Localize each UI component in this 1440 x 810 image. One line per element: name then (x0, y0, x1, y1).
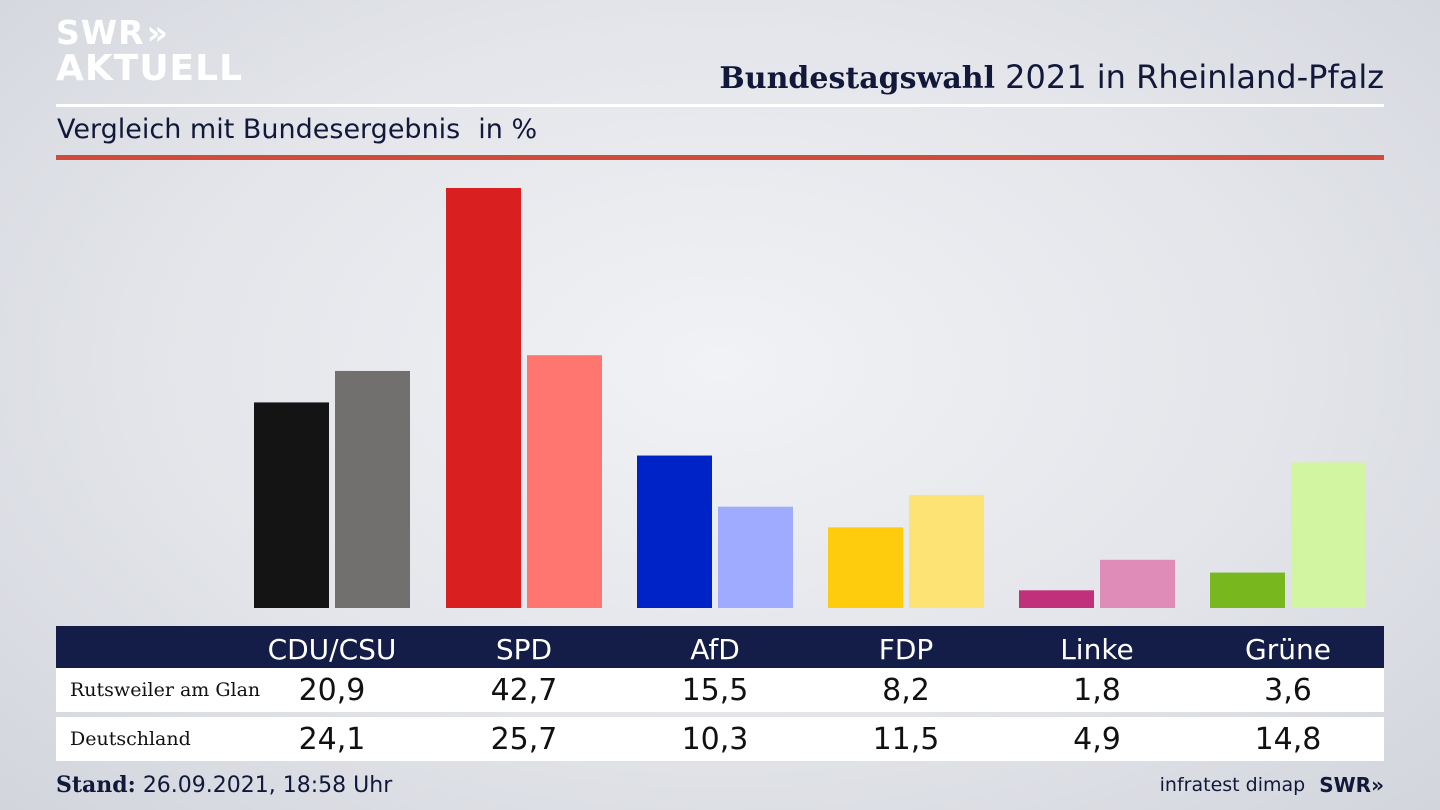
subtitle-text: Vergleich mit Bundesergebnis (57, 114, 461, 145)
table-header: CDU/CSU SPD AfD FDP Linke Grüne (56, 626, 1384, 668)
bar-cducsu-national (335, 370, 410, 608)
table-row-local: Rutsweiler am Glan 20,9 42,7 15,5 8,2 1,8 3,6 (56, 668, 1384, 712)
column-header: Linke (1060, 632, 1134, 666)
column-header: Grüne (1245, 632, 1331, 666)
bar-fdp-national (909, 494, 984, 608)
value-cell: 24,1 (298, 721, 366, 757)
bar-afd-national (718, 506, 793, 608)
header-divider (56, 104, 1384, 107)
value-cell: 10,3 (681, 721, 749, 757)
bar-linke-national (1100, 559, 1175, 608)
logo-swr-text: SWR (56, 13, 145, 52)
value-cell: 1,8 (1073, 672, 1121, 708)
column-header: SPD (495, 632, 553, 666)
chart-subtitle: Vergleich mit Bundesergebnis in % (57, 114, 537, 145)
bar-fdp-local (828, 527, 903, 608)
title-rest: 2021 in Rheinland-Pfalz (1005, 58, 1384, 96)
swr-logo: SWR» (1319, 773, 1384, 797)
logo-chevron-icon: » (146, 13, 169, 52)
stand-value: 26.09.2021, 18:58 Uhr (142, 773, 393, 798)
value-cell: 20,9 (298, 672, 366, 708)
row-label: Rutsweiler am Glan (70, 679, 261, 701)
stand-label: Stand: (56, 772, 136, 798)
value-cell: 4,9 (1073, 721, 1121, 757)
page-title: Bundestagswahl 2021 in Rheinland-Pfalz (719, 58, 1384, 96)
bar-cducsu-local (254, 402, 329, 608)
row-label: Deutschland (70, 728, 191, 750)
column-header: CDU/CSU (267, 632, 397, 666)
swr-logo-text: SWR (1319, 773, 1372, 797)
bar-grne-national (1291, 462, 1366, 608)
source-credit: infratest dimap SWR» (1160, 773, 1384, 797)
timestamp: Stand: 26.09.2021, 18:58 Uhr (56, 772, 392, 798)
value-cell: 42,7 (490, 672, 558, 708)
bar-spd-local (446, 188, 521, 608)
value-cell: 15,5 (681, 672, 749, 708)
bar-grne-local (1210, 572, 1285, 608)
accent-divider (56, 155, 1384, 160)
bar-chart (254, 188, 1366, 608)
bar-afd-local (637, 455, 712, 608)
table-row-national: Deutschland 24,1 25,7 10,3 11,5 4,9 14,8 (56, 717, 1384, 761)
column-header: FDP (878, 632, 934, 666)
value-cell: 14,8 (1254, 721, 1322, 757)
column-header: AfD (690, 632, 740, 666)
bar-linke-local (1019, 590, 1094, 608)
value-cell: 25,7 (490, 721, 558, 757)
bar-spd-national (527, 355, 602, 608)
source-text: infratest dimap (1159, 774, 1306, 796)
value-cell: 8,2 (882, 672, 930, 708)
subtitle-unit: in % (478, 114, 538, 145)
results-table: CDU/CSU SPD AfD FDP Linke Grüne Rutsweiler am… (56, 626, 1384, 761)
logo-aktuell-text: AKTUELL (56, 48, 244, 89)
swr-aktuell-logo: SWR» AKTUELL (56, 16, 243, 87)
value-cell: 11,5 (872, 721, 940, 757)
value-cell: 3,6 (1264, 672, 1312, 708)
title-bold: Bundestagswahl (719, 61, 995, 96)
swr-chevron-icon: » (1371, 773, 1384, 797)
